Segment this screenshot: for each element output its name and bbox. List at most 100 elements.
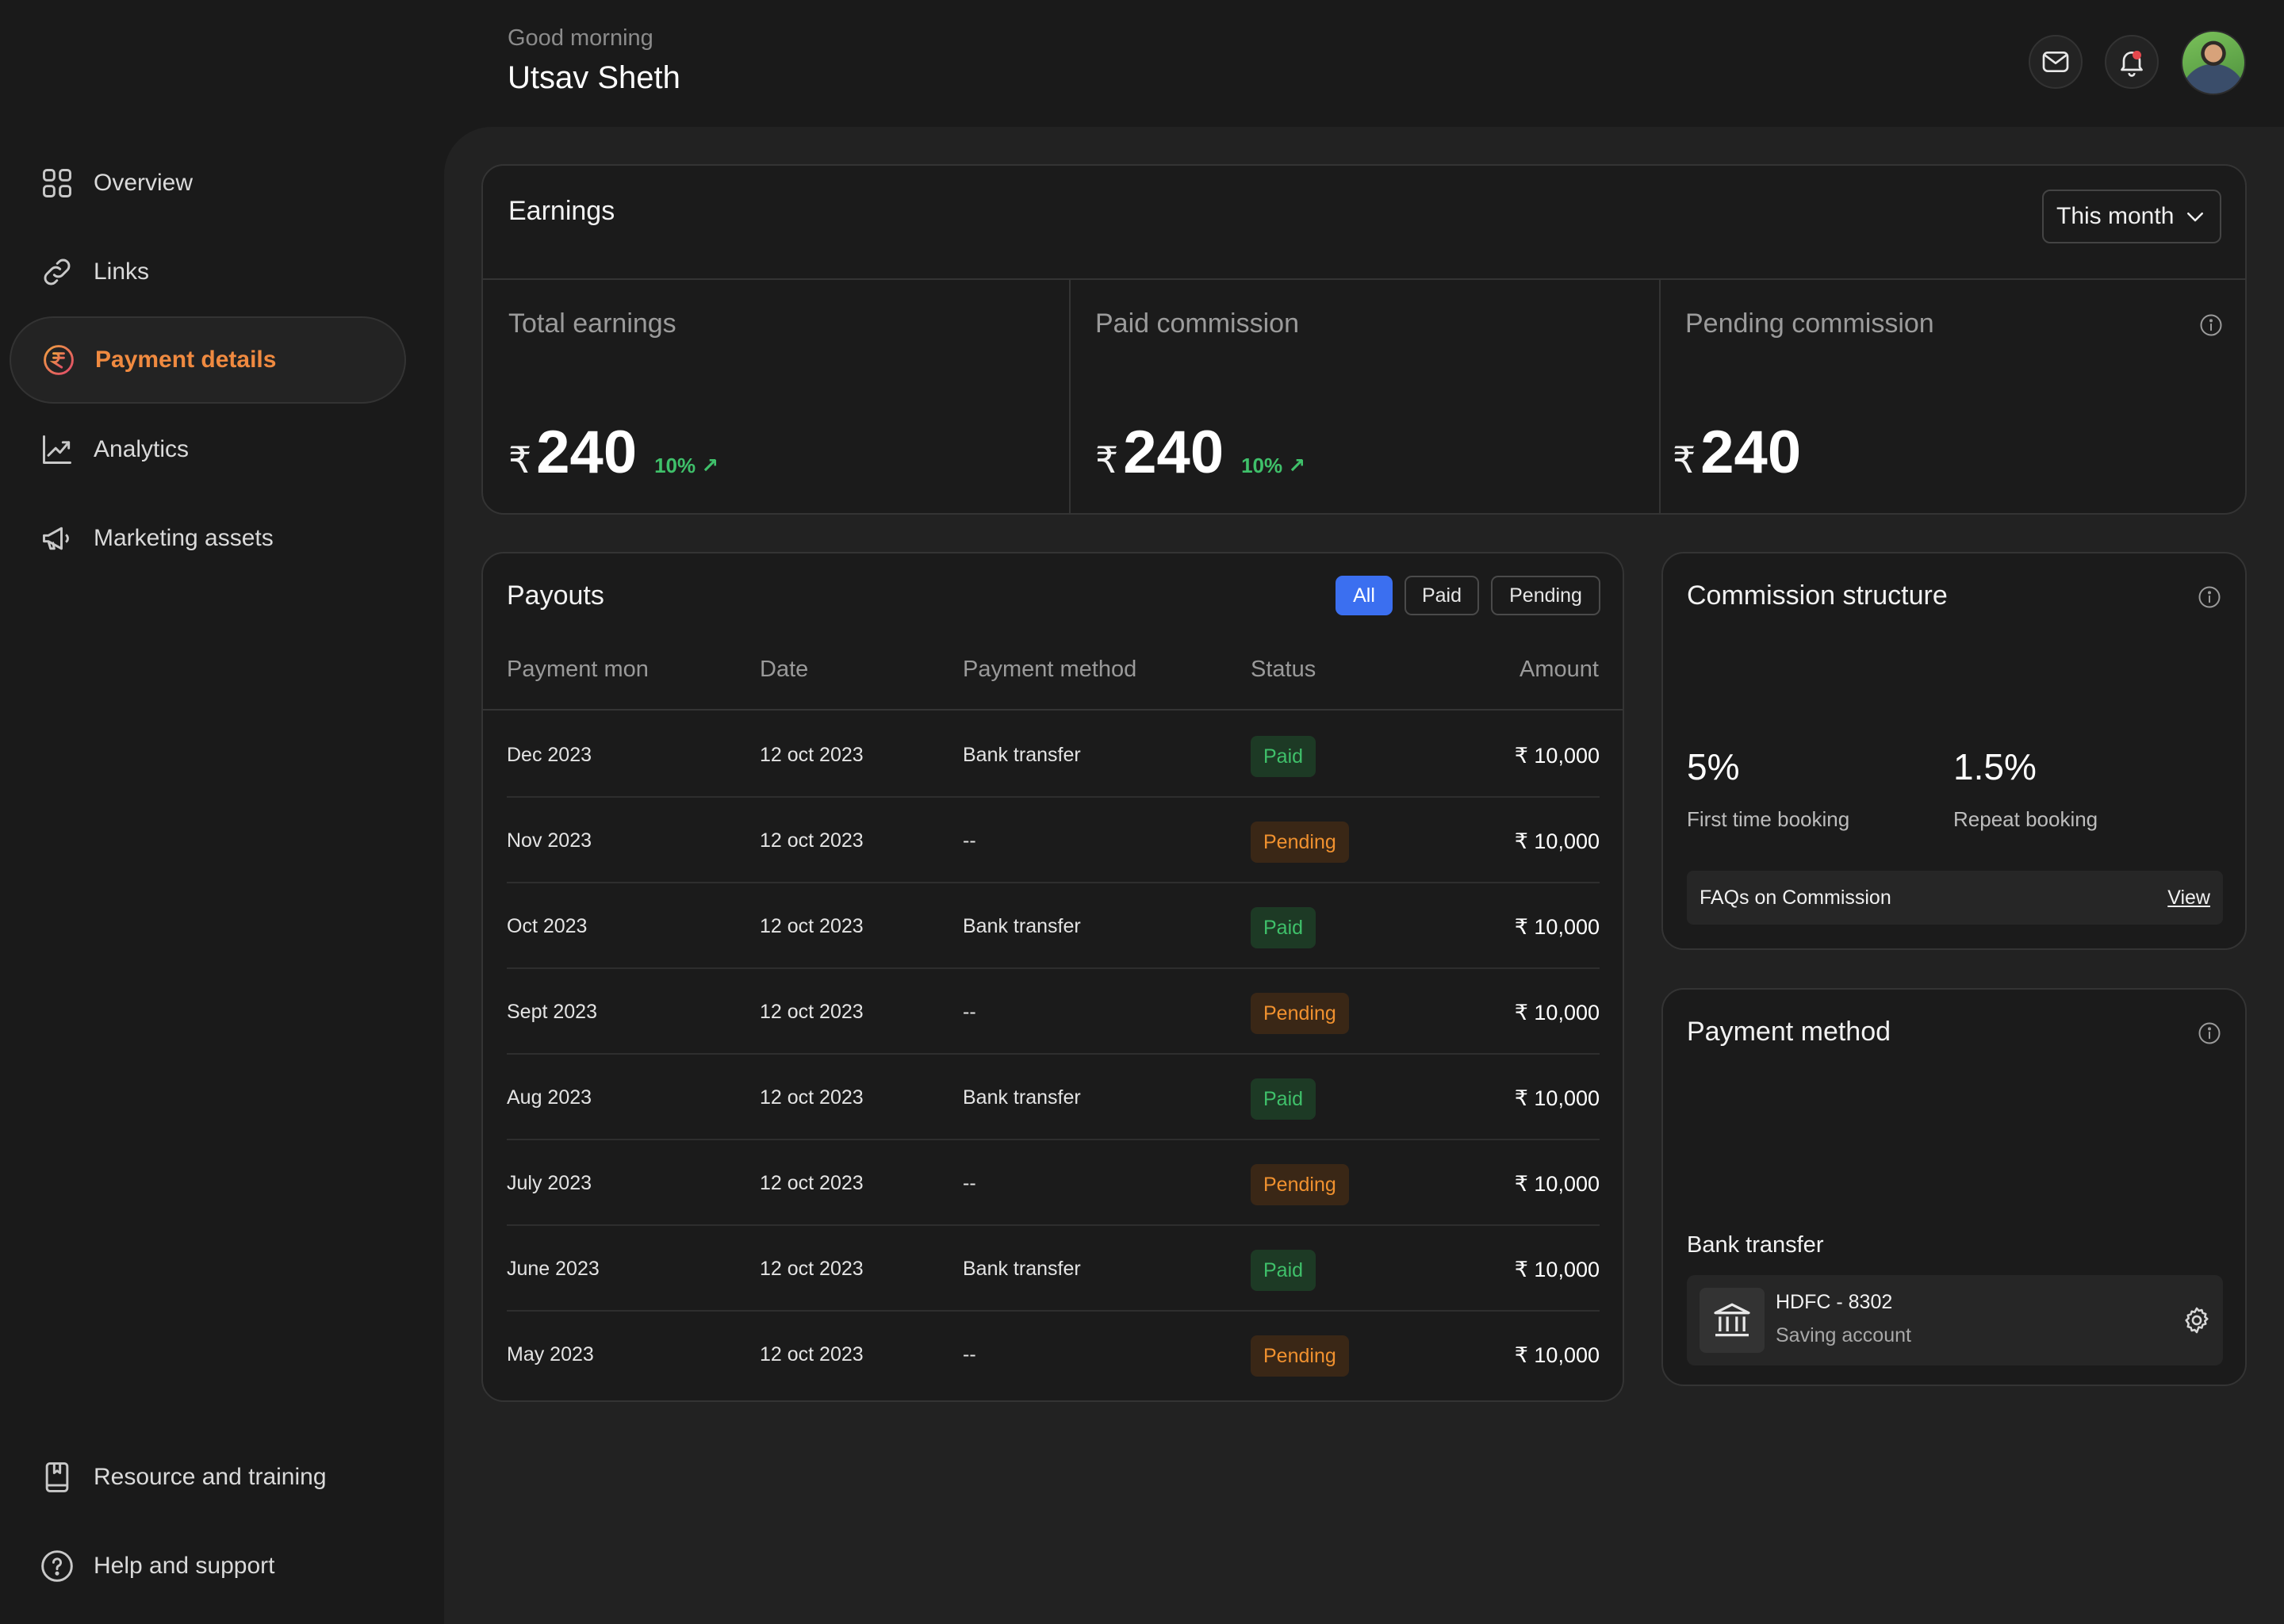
sidebar-item-label: Payment details [95,347,277,373]
sidebar-item-help-and-support[interactable]: Help and support [10,1522,406,1610]
sidebar-item-label: Marketing assets [94,525,274,551]
sidebar-item-analytics[interactable]: Analytics [10,406,406,493]
cell-method: -- [963,1001,976,1023]
sidebar-item-resource-and-training[interactable]: Resource and training [10,1434,406,1521]
status-badge: Paid [1251,736,1316,777]
cell-month: Dec 2023 [507,744,592,766]
table-row[interactable]: Sept 2023 12 oct 2023 -- Pending ₹ 10,00… [507,969,1600,1055]
column-header-amount: Amount [1519,657,1599,682]
column-header-month: Payment mon [507,657,649,682]
cell-month: Nov 2023 [507,829,592,852]
stat-value: 240 [536,419,638,486]
stat-value: 240 [1700,419,1802,486]
cell-amount: ₹ 10,000 [1514,829,1600,853]
stat-label-total-earnings: Total earnings [508,308,676,339]
stat-delta: 10% ↗ [1241,454,1306,477]
rupee-circle-icon [44,345,74,375]
cell-amount: ₹ 10,000 [1514,1343,1600,1367]
stat-label-paid-commission: Paid commission [1095,308,1299,339]
stat-paid-commission: ₹ 240 10% ↗ [1095,418,1305,487]
info-icon[interactable] [2199,313,2223,337]
table-row[interactable]: Aug 2023 12 oct 2023 Bank transfer Paid … [507,1055,1600,1140]
cell-amount: ₹ 10,000 [1514,1086,1600,1110]
payment-method-title: Payment method [1687,1017,1891,1047]
table-row[interactable]: June 2023 12 oct 2023 Bank transfer Paid… [507,1226,1600,1312]
table-row[interactable]: Dec 2023 12 oct 2023 Bank transfer Paid … [507,712,1600,798]
cell-amount: ₹ 10,000 [1514,744,1600,768]
sidebar-item-label: Resource and training [94,1464,327,1490]
cell-method: Bank transfer [963,744,1081,766]
notifications-button[interactable] [2105,35,2159,89]
status-badge: Pending [1251,1335,1349,1377]
faq-view-link[interactable]: View [2167,886,2210,909]
sidebar-item-overview[interactable]: Overview [10,140,406,227]
faq-bar: FAQs on Commission View [1687,871,2223,925]
method-type: Bank transfer [1687,1232,1824,1258]
table-row[interactable]: May 2023 12 oct 2023 -- Pending ₹ 10,000 [507,1312,1600,1397]
info-icon[interactable] [2198,1021,2221,1045]
payouts-card: Payouts All Paid Pending Payment mon Dat… [481,552,1624,1402]
cell-date: 12 oct 2023 [760,1001,864,1023]
status-badge: Paid [1251,1250,1316,1291]
cell-method: Bank transfer [963,915,1081,937]
row-divider [507,1224,1600,1226]
notification-dot [2133,51,2141,59]
cell-method: Bank transfer [963,1258,1081,1280]
cell-amount: ₹ 10,000 [1514,915,1600,939]
mail-icon [2042,52,2069,72]
cell-method: -- [963,1343,976,1365]
cell-method: -- [963,1172,976,1194]
first-booking-label: First time booking [1687,807,1850,831]
table-row[interactable]: July 2023 12 oct 2023 -- Pending ₹ 10,00… [507,1140,1600,1226]
stat-pending-commission: ₹ 240 [1673,418,1801,487]
info-icon[interactable] [2198,585,2221,609]
currency-symbol: ₹ [1095,439,1119,481]
mail-button[interactable] [2029,35,2083,89]
bell-icon [2121,52,2143,77]
payouts-title: Payouts [507,580,604,611]
filter-paid-button[interactable]: Paid [1405,576,1479,615]
repeat-booking-label: Repeat booking [1953,807,2098,831]
first-booking-rate: 5% [1687,746,1740,787]
cell-month: Sept 2023 [507,1001,597,1023]
help-circle-icon [41,1550,73,1582]
table-row[interactable]: Oct 2023 12 oct 2023 Bank transfer Paid … [507,883,1600,969]
sidebar: Overview Links Payment details Analytics… [0,0,444,1624]
sidebar-item-label: Help and support [94,1553,275,1579]
account-name: HDFC - 8302 [1776,1291,1893,1313]
currency-symbol: ₹ [1673,439,1696,481]
book-icon [45,1462,69,1492]
megaphone-icon [43,527,69,550]
cell-amount: ₹ 10,000 [1514,1172,1600,1196]
divider [483,278,2245,280]
status-badge: Paid [1251,907,1316,948]
avatar[interactable] [2181,30,2246,95]
earnings-title: Earnings [508,196,615,226]
filter-pending-button[interactable]: Pending [1491,576,1600,615]
cell-amount: ₹ 10,000 [1514,1001,1600,1025]
filter-all-button[interactable]: All [1336,576,1393,615]
grid-icon [43,169,71,197]
row-divider [507,796,1600,798]
cell-amount: ₹ 10,000 [1514,1258,1600,1281]
cell-month: Oct 2023 [507,915,588,937]
gear-icon[interactable] [2182,1305,2212,1335]
table-row[interactable]: Nov 2023 12 oct 2023 -- Pending ₹ 10,000 [507,798,1600,883]
payment-method-card: Payment method Bank transfer HDFC - 8302… [1661,988,2247,1386]
status-badge: Pending [1251,1164,1349,1205]
sidebar-item-label: Overview [94,170,194,196]
stat-label-pending-commission: Pending commission [1685,308,1934,339]
cell-date: 12 oct 2023 [760,915,864,937]
repeat-booking-rate: 1.5% [1953,746,2037,787]
column-header-date: Date [760,657,809,682]
divider [1659,280,1661,515]
sidebar-item-links[interactable]: Links [10,228,406,316]
period-select[interactable]: This month [2042,190,2221,243]
column-header-status: Status [1251,657,1316,682]
sidebar-item-marketing-assets[interactable]: Marketing assets [10,495,406,582]
stat-delta: 10% ↗ [654,454,719,477]
faq-text: FAQs on Commission [1700,886,1891,909]
divider [1069,280,1071,515]
divider [483,709,1623,710]
sidebar-item-payment-details[interactable]: Payment details [10,316,406,404]
